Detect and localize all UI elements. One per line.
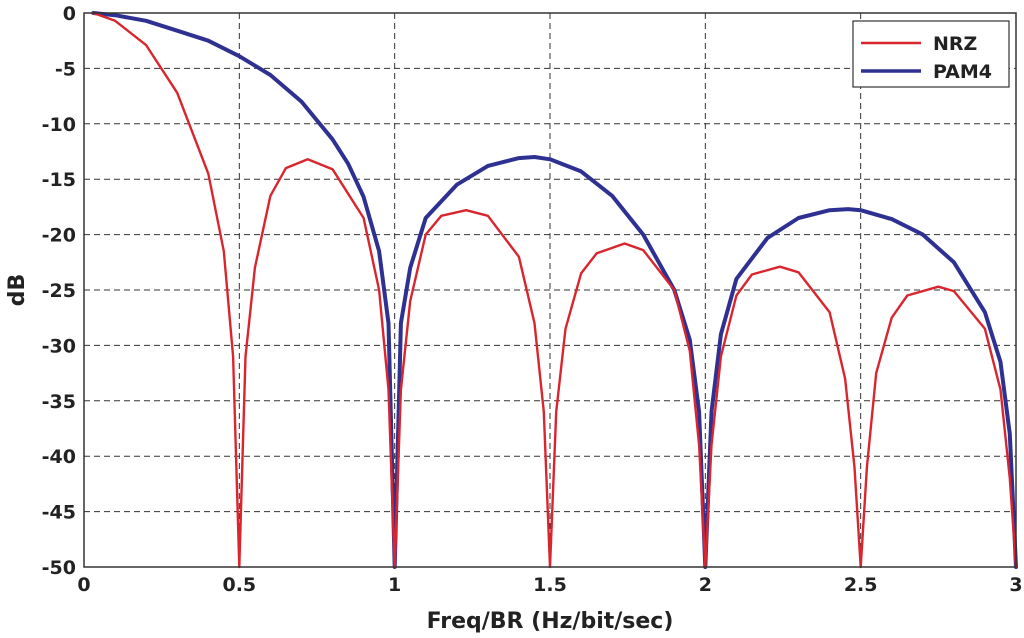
grid (84, 13, 1016, 567)
legend-box (852, 20, 1010, 88)
x-tick-label: 3 (1009, 574, 1022, 596)
y-tick-label: -15 (42, 169, 76, 191)
y-tick-label: -45 (42, 502, 76, 524)
y-tick-label: -25 (42, 280, 76, 302)
x-tick-label: 0 (77, 574, 90, 596)
y-tick-label: -30 (42, 335, 76, 357)
y-tick-label: -40 (42, 446, 76, 468)
series-line-nrz (92, 11, 1018, 569)
x-tick-label: 2 (699, 574, 712, 596)
x-axis-label: Freq/BR (Hz/bit/sec) (427, 609, 674, 634)
y-tick-label: -20 (42, 225, 76, 247)
y-tick-label: -5 (55, 58, 76, 80)
y-axis-label: dB (5, 274, 30, 307)
legend: NRZ PAM4 (852, 20, 1010, 88)
series-lines (91, 11, 1018, 569)
y-tick-label: -35 (42, 391, 76, 413)
y-tick-label: 0 (63, 3, 76, 25)
series-line-pam4 (91, 11, 1018, 569)
x-tick-label: 1 (388, 574, 401, 596)
y-tick-label: -10 (42, 114, 76, 136)
y-tick-label: -50 (42, 557, 76, 579)
x-tick-label: 2.5 (844, 574, 878, 596)
legend-label-pam4: PAM4 (933, 61, 992, 83)
x-tick-label: 0.5 (222, 574, 256, 596)
legend-label-nrz: NRZ (933, 33, 977, 55)
plot-frame (83, 12, 1017, 568)
x-tick-label: 1.5 (533, 574, 567, 596)
tick-labels: 0 0.5 1 1.5 2 2.5 3 0 -5 -10 -15 -20 -25 -30 -35 -40 -45… (42, 3, 1023, 596)
